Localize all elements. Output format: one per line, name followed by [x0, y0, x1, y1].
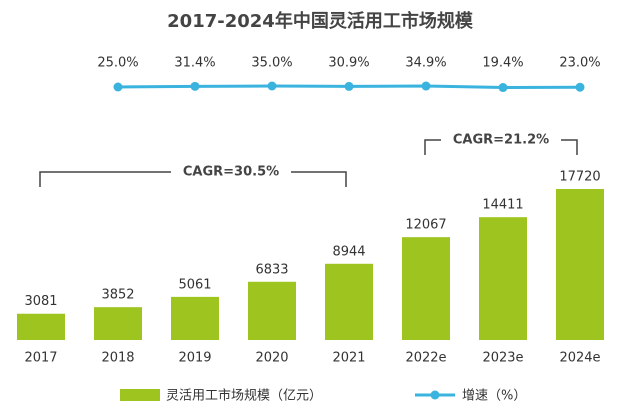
cagr-bracket: [424, 139, 578, 155]
x-tick-label: 2024e: [559, 351, 600, 366]
legend-label: 灵活用工市场规模（亿元）: [166, 388, 322, 404]
cagr-label: CAGR=21.2%: [453, 133, 549, 148]
growth-label: 35.0%: [251, 56, 292, 71]
x-tick-label: 2020: [255, 351, 288, 366]
growth-label: 23.0%: [559, 56, 600, 71]
legend-swatch: [120, 389, 160, 401]
x-tick-label: 2022e: [405, 351, 446, 366]
cagr-bracket: [39, 171, 347, 187]
x-tick-label: 2019: [178, 351, 211, 366]
bar-value-label: 3852: [101, 288, 134, 303]
growth-label: 25.0%: [97, 56, 138, 71]
bar: [479, 217, 527, 340]
bar: [556, 189, 604, 340]
growth-label: 30.9%: [328, 56, 369, 71]
x-tick-label: 2018: [101, 351, 134, 366]
bar: [17, 313, 65, 340]
bar: [248, 281, 296, 340]
bar-value-label: 8944: [332, 244, 365, 259]
bar-value-label: 14411: [482, 198, 523, 213]
growth-point: [575, 82, 585, 92]
legend-dot: [430, 390, 440, 400]
bar: [402, 237, 450, 340]
growth-label: 19.4%: [482, 56, 523, 71]
x-tick-label: 2023e: [482, 351, 523, 366]
growth-point: [190, 81, 200, 91]
chart-title: 2017-2024年中国灵活用工市场规模: [167, 10, 474, 32]
bar: [325, 263, 373, 340]
legend-label: 增速（%）: [462, 389, 526, 404]
growth-label: 31.4%: [174, 56, 215, 71]
bar-value-label: 12067: [405, 218, 446, 233]
cagr-label: CAGR=30.5%: [183, 165, 279, 180]
x-tick-label: 2021: [332, 351, 365, 366]
bar-value-label: 3081: [24, 294, 57, 309]
bar-value-label: 6833: [255, 262, 288, 277]
growth-point: [344, 81, 354, 91]
growth-point: [113, 82, 123, 92]
growth-point: [267, 81, 277, 91]
bar-value-label: 17720: [559, 170, 600, 185]
bar: [171, 296, 219, 340]
bar-value-label: 5061: [178, 277, 211, 292]
growth-label: 34.9%: [405, 56, 446, 71]
growth-point: [498, 83, 508, 93]
bar: [94, 307, 142, 340]
growth-point: [421, 81, 431, 91]
x-tick-label: 2017: [24, 351, 57, 366]
